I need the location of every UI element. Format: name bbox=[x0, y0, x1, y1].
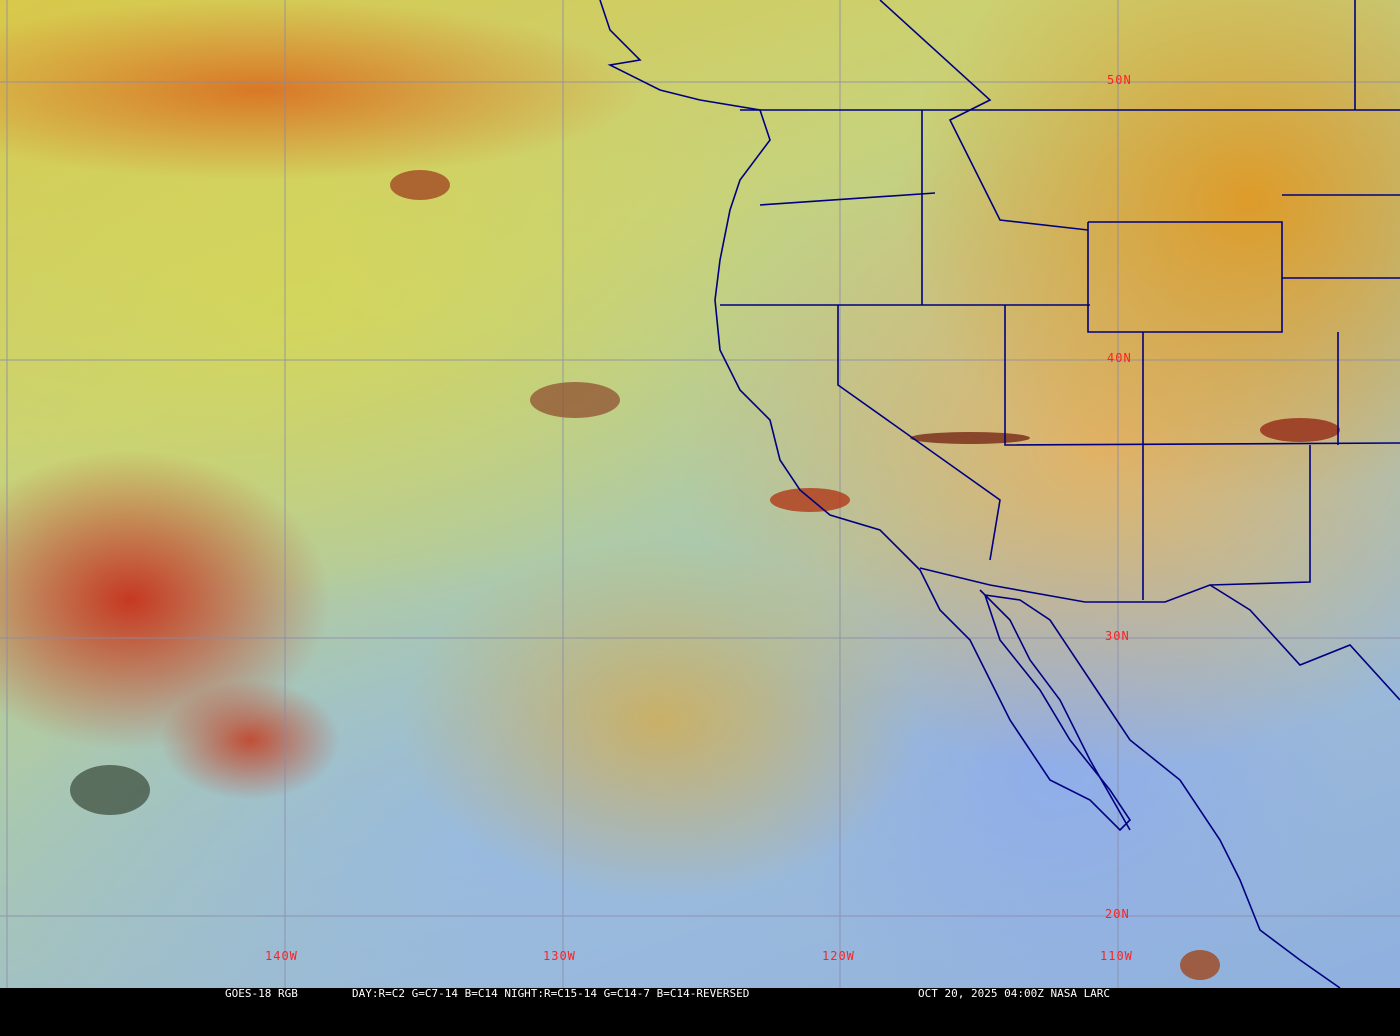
cloud-cell bbox=[70, 765, 150, 815]
caption-recipe: DAY:R=C2 G=C7-14 B=C14 NIGHT:R=C15-14 G=… bbox=[352, 987, 750, 1000]
cloud-cell bbox=[530, 382, 620, 418]
state-border bbox=[759, 192, 936, 206]
cloud-cell bbox=[910, 432, 1030, 444]
longitude-label-130w: 130W bbox=[543, 949, 576, 963]
cloud-features bbox=[70, 170, 1340, 980]
cloud-cell bbox=[770, 488, 850, 512]
latitude-label-20n: 20N bbox=[1105, 907, 1130, 921]
longitude-label-140w: 140W bbox=[265, 949, 298, 963]
latitude-label-30n: 30N bbox=[1105, 629, 1130, 643]
state-border bbox=[837, 305, 1001, 561]
longitude-label-110w: 110W bbox=[1100, 949, 1133, 963]
coastline bbox=[984, 594, 1341, 988]
satellite-imagery: 50N 40N 30N 20N 140W 130W 120W 110W bbox=[0, 0, 1400, 988]
cloud-cell bbox=[1260, 418, 1340, 442]
state-border bbox=[1087, 221, 1283, 333]
latitude-label-50n: 50N bbox=[1107, 73, 1132, 87]
coastline bbox=[599, 0, 1132, 832]
caption-bar: GOES-18 RGB DAY:R=C2 G=C7-14 B=C14 NIGHT… bbox=[0, 988, 1400, 1000]
graticule bbox=[0, 0, 1400, 988]
longitude-label-120w: 120W bbox=[822, 949, 855, 963]
caption-timestamp: OCT 20, 2025 04:00Z NASA LARC bbox=[918, 987, 1111, 1000]
coastline-and-borders bbox=[599, 0, 1400, 988]
border-us-mexico bbox=[919, 567, 1400, 701]
baja-coast bbox=[979, 589, 1131, 831]
caption-product: GOES-18 RGB bbox=[225, 987, 298, 1000]
state-border bbox=[879, 0, 1089, 231]
state-border bbox=[1004, 305, 1400, 446]
map-overlay bbox=[0, 0, 1400, 988]
cloud-cell bbox=[390, 170, 450, 200]
cloud-cell bbox=[1180, 950, 1220, 980]
state-border bbox=[1209, 445, 1311, 586]
latitude-label-40n: 40N bbox=[1107, 351, 1132, 365]
